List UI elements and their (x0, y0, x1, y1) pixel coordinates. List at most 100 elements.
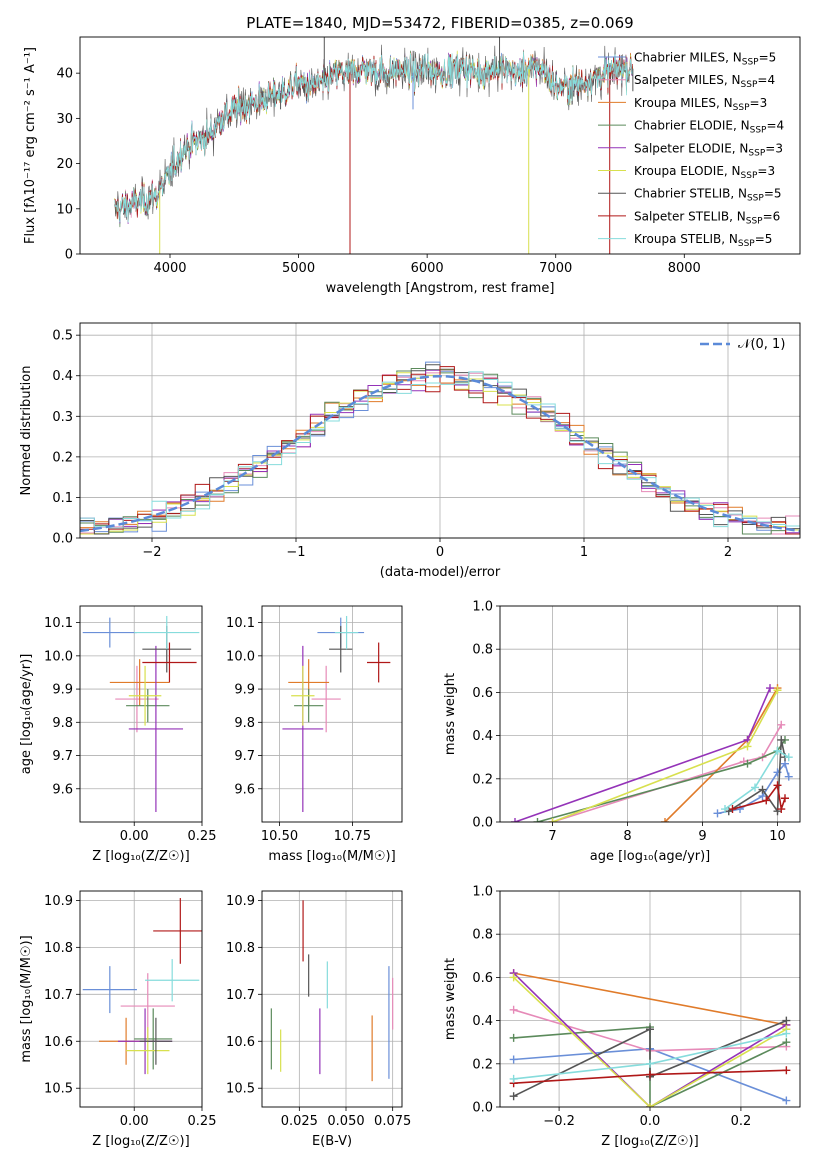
legend-sub: SSP (746, 216, 763, 226)
gaussian-curve (80, 374, 800, 533)
age_vs_mass-panel: 10.50 10.75 9.6 9.7 9.8 9.9 10.0 10.1 mass [log₁… (226, 605, 403, 864)
x-tick-label: 0.075 (374, 1114, 411, 1129)
x-tick-label: 0.00 (120, 829, 149, 844)
y-tick-label: 10.8 (44, 941, 73, 956)
x-tick-label: 8000 (668, 261, 701, 276)
axes-frame (79, 890, 203, 1108)
x-axis-label: Z [log₁₀(Z/Z☉)] (601, 1134, 698, 1149)
x-tick-label: 0.00 (120, 1114, 149, 1129)
weight_vs_age-plot-area (511, 684, 793, 822)
chabrier_elodie-weight-marker (782, 1038, 791, 1047)
salpeter_stelib-weight-marker (781, 794, 789, 803)
kroupa_stelib-weight-marker (751, 783, 759, 792)
x-tick-label: 10.50 (261, 829, 298, 844)
legend-suffix: =4 (757, 73, 775, 87)
y-tick-label: 9.8 (234, 716, 255, 731)
legend-label-chabrier_elodie: Chabrier ELODIE, NSSP=4 (634, 119, 784, 136)
chabrier_miles-weight-marker (509, 1055, 518, 1064)
x-tick-label: 7 (548, 829, 556, 844)
x-tick-label: 0.25 (188, 1114, 217, 1129)
kroupa_stelib-weight-marker (773, 746, 782, 755)
mass_vs_ebv-panel: 0.025 0.050 0.075 10.5 10.6 10.7 10.8 10.9 E(B-V… (226, 890, 411, 1149)
y-tick-label: 10.0 (226, 649, 255, 664)
y-tick-label: 9.9 (234, 683, 255, 698)
y-axis-label: mass [log₁₀(M/M☉)] (19, 935, 34, 1062)
axes-frame (79, 605, 203, 823)
mass_vs_Z-panel: 0.00 0.25 10.5 10.6 10.7 10.8 10.9 Z [log₁₀(Z/Z… (19, 890, 217, 1149)
y-tick-label: 9.6 (52, 782, 73, 797)
y-tick-label: 9.7 (52, 749, 73, 764)
y-tick-label: 0.5 (52, 329, 73, 344)
x-axis-label: wavelength [Angstrom, rest frame] (326, 281, 555, 296)
chabrier_miles-weight-marker (713, 809, 722, 818)
y-tick-label: 0.1 (52, 491, 73, 506)
legend-sub: SSP (742, 58, 759, 68)
salpeter_miles-weight-marker (509, 1005, 518, 1014)
x-tick-label: 4000 (153, 261, 186, 276)
y-tick-label: 0.0 (472, 816, 493, 831)
kroupa_stelib-weight-marker (784, 753, 793, 762)
y-tick-label: 10.1 (226, 616, 255, 631)
legend-name: Kroupa STELIB, N (634, 232, 738, 246)
legend-sub: SSP (738, 239, 755, 249)
legend-label-kroupa_stelib: Kroupa STELIB, NSSP=5 (634, 232, 772, 249)
legend-sub: SSP (750, 126, 767, 136)
y-tick-label: 0.2 (472, 772, 493, 787)
x-tick-label: 2 (724, 545, 732, 560)
kroupa_stelib-weight-marker (721, 805, 729, 814)
x-tick-label: 0.0 (640, 1114, 661, 1129)
y-tick-label: 10.0 (44, 649, 73, 664)
chabrier_elodie-weight-marker (509, 1033, 518, 1042)
y-tick-label: 40 (56, 67, 73, 82)
legend-name: Chabrier STELIB, N (634, 187, 747, 201)
y-tick-label: 9.9 (52, 683, 73, 698)
x-axis-label: (data-model)/error (380, 565, 501, 580)
legend-sub: SSP (741, 171, 758, 181)
axes-frame (261, 605, 403, 823)
salpeter_stelib-weight-marker (762, 796, 771, 805)
legend-label-kroupa_elodie: Kroupa ELODIE, NSSP=3 (634, 164, 775, 181)
legend-suffix: =4 (766, 119, 784, 133)
age_vs_Z-panel: 0.00 0.25 9.6 9.7 9.8 9.9 10.0 10.1 Z [log₁₀(Z/Z… (19, 605, 216, 864)
legend-name: Kroupa MILES, N (634, 96, 733, 110)
kroupa_stelib-histogram (80, 371, 800, 538)
y-tick-label: 0 (65, 248, 73, 263)
kroupa_elodie-weight-line (513, 976, 787, 1107)
legend-label-salpeter_miles: Salpeter MILES, NSSP=4 (634, 73, 775, 90)
legend-label-gaussian: 𝒩(0, 1) (738, 337, 785, 352)
salpeter_elodie-weight-line (513, 972, 787, 1107)
y-tick-label: 1.0 (472, 885, 493, 900)
legend-label-salpeter_elodie: Salpeter ELODIE, NSSP=3 (634, 141, 783, 158)
residuals-panel: −2 −1 0 1 2 0.0 0.1 0.2 0.3 0.4 0.5 (data-model)/er… (19, 322, 801, 580)
y-tick-label: 0.2 (52, 450, 73, 465)
x-tick-label: 10.75 (334, 829, 371, 844)
chabrier_miles-weight-marker (784, 772, 793, 781)
spectrum-panel: PLATE=1840, MJD=53472, FIBERID=0385, z=0… (23, 14, 801, 296)
y-tick-label: 0.4 (472, 729, 493, 744)
kroupa_stelib-weight-marker (646, 1059, 654, 1068)
weight_vs_Z-panel: −0.2 0.0 0.2 0.0 0.2 0.4 0.6 0.8 1.0 Z [log₁₀(Z/Z… (443, 885, 801, 1149)
salpeter_stelib-weight-marker (782, 1066, 791, 1075)
weight_vs_age-panel: 7 8 9 10 0.0 0.2 0.4 0.6 0.8 1.0 age [log₁₀(age/yr… (443, 600, 801, 864)
kroupa_stelib-weight-line (724, 749, 790, 810)
legend-sub: SSP (747, 194, 764, 204)
axes-frame (79, 36, 801, 255)
x-tick-label: 5000 (282, 261, 315, 276)
x-tick-label: 9 (698, 829, 706, 844)
y-tick-label: 9.8 (52, 716, 73, 731)
y-tick-label: 10.5 (44, 1082, 73, 1097)
y-tick-label: 0.4 (472, 1014, 493, 1029)
x-tick-label: 0.050 (327, 1114, 364, 1129)
salpeter_stelib-weight-marker (646, 1070, 654, 1079)
legend-name: Salpeter MILES, N (634, 73, 741, 87)
salpeter_miles-weight-marker (777, 720, 786, 729)
x-axis-label: Z [log₁₀(Z/Z☉)] (92, 849, 189, 864)
y-tick-label: 0.6 (472, 971, 493, 986)
y-tick-label: 10.7 (44, 988, 73, 1003)
legend-name: Chabrier ELODIE, N (634, 119, 750, 133)
chabrier_miles-weight-marker (782, 1096, 791, 1105)
legend-suffix: =5 (759, 51, 777, 65)
axes-frame (261, 890, 403, 1108)
x-tick-label: −2 (142, 545, 161, 560)
axes-frame (79, 322, 801, 539)
